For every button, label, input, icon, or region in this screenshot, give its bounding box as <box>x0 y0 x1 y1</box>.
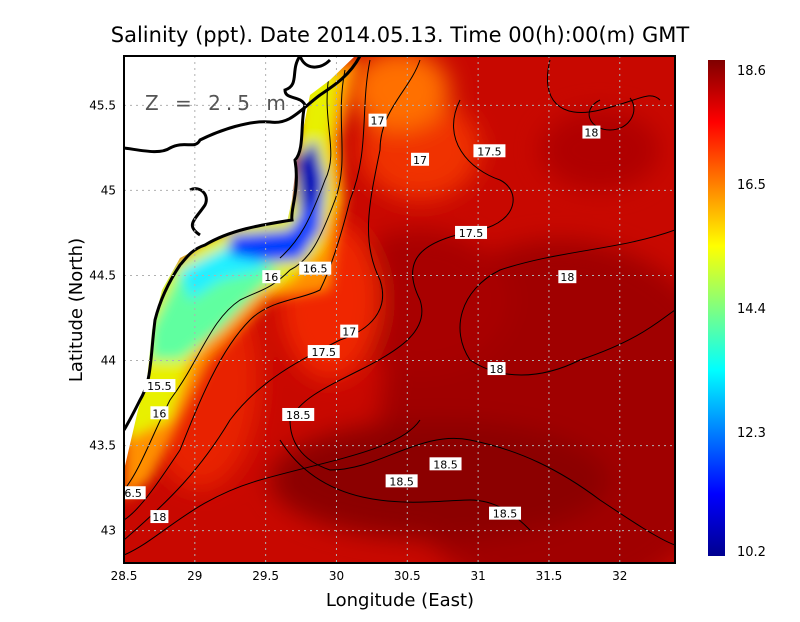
y-tick-label: 43 <box>101 524 116 538</box>
contour-label-bg <box>429 457 462 471</box>
colorbar-tick-label: 18.6 <box>737 64 766 79</box>
contour-label-bg <box>150 510 169 524</box>
x-axis-label: Longitude (East) <box>326 590 474 611</box>
contour-label-bg <box>282 407 315 421</box>
colorbar <box>708 60 725 556</box>
colorbar-tick-label: 12.3 <box>737 426 766 441</box>
y-tick-label: 45 <box>101 183 116 197</box>
y-axis-label: Latitude (North) <box>66 238 87 382</box>
contour-label: 17.5 <box>477 145 502 158</box>
contour-label: 17 <box>371 115 385 128</box>
contour-label-bg <box>489 506 522 520</box>
contour-label-bg <box>368 113 387 127</box>
contour-label: 17 <box>413 154 427 167</box>
depth-annotation: Z = 2.5 m <box>145 91 291 115</box>
contour-label: 18 <box>490 363 504 376</box>
contour-label-bg <box>411 152 430 166</box>
contour-label-bg <box>385 474 418 488</box>
contour-label-bg <box>124 486 146 500</box>
contour-label: 17.5 <box>459 227 484 240</box>
contour-label-bg <box>487 362 506 376</box>
contour-label-bg <box>307 345 340 359</box>
contour-label: 18 <box>584 127 598 140</box>
x-tick-label: 29.5 <box>252 569 279 583</box>
contour-label: 17.5 <box>311 346 336 359</box>
x-tick-label: 29 <box>187 569 202 583</box>
contour-label-bg <box>150 406 169 420</box>
x-tick-label: 28.5 <box>111 569 138 583</box>
y-tick-label: 44.5 <box>89 268 116 282</box>
plot-frame <box>123 55 676 564</box>
colorbar-tick-label: 16.5 <box>737 178 766 193</box>
contour-label-bg <box>340 324 359 338</box>
land-mass <box>124 56 355 470</box>
contour-label-bg <box>473 144 506 158</box>
contour-label: 18.5 <box>433 458 458 471</box>
contour-label-bg <box>143 379 176 393</box>
contour-label-bg <box>455 225 488 239</box>
grid-lines <box>124 56 675 563</box>
y-tick-label: 45.5 <box>89 98 116 112</box>
y-tick-label: 43.5 <box>89 439 116 453</box>
colorbar-tick-label: 10.2 <box>737 545 766 560</box>
x-tick-label: 30.5 <box>394 569 421 583</box>
contour-label-bg <box>299 261 332 275</box>
contour-label-bg <box>262 270 281 284</box>
contour-label: 16.5 <box>303 263 328 276</box>
y-tick-label: 44 <box>101 354 116 368</box>
contour-label: 18.5 <box>286 409 311 422</box>
contour-label-bg <box>582 125 601 139</box>
contour-label: 16 <box>152 407 166 420</box>
contour-label: 16.5 <box>117 487 142 500</box>
contour-label: 16 <box>264 271 278 284</box>
x-tick-label: 30 <box>329 569 344 583</box>
salinity-field: 17 17 17.5 18 17.5 18 16.5 16 17 17.5 18 15.5 16 18.5… <box>117 56 675 563</box>
contour-label: 18.5 <box>493 508 518 521</box>
contour-label: 18.5 <box>389 475 414 488</box>
contour-label-bg <box>558 270 577 284</box>
x-tick-label: 31 <box>470 569 485 583</box>
contour-label: 18 <box>560 271 574 284</box>
x-tick-label: 32 <box>612 569 627 583</box>
coastline <box>124 56 362 431</box>
chart-title: Salinity (ppt). Date 2014.05.13. Time 00… <box>111 23 690 47</box>
x-tick-label: 31.5 <box>536 569 563 583</box>
contour-label: 15.5 <box>147 380 172 393</box>
contour-label: 17 <box>342 326 356 339</box>
colorbar-tick-label: 14.4 <box>737 302 766 317</box>
contour-label: 18 <box>152 511 166 524</box>
